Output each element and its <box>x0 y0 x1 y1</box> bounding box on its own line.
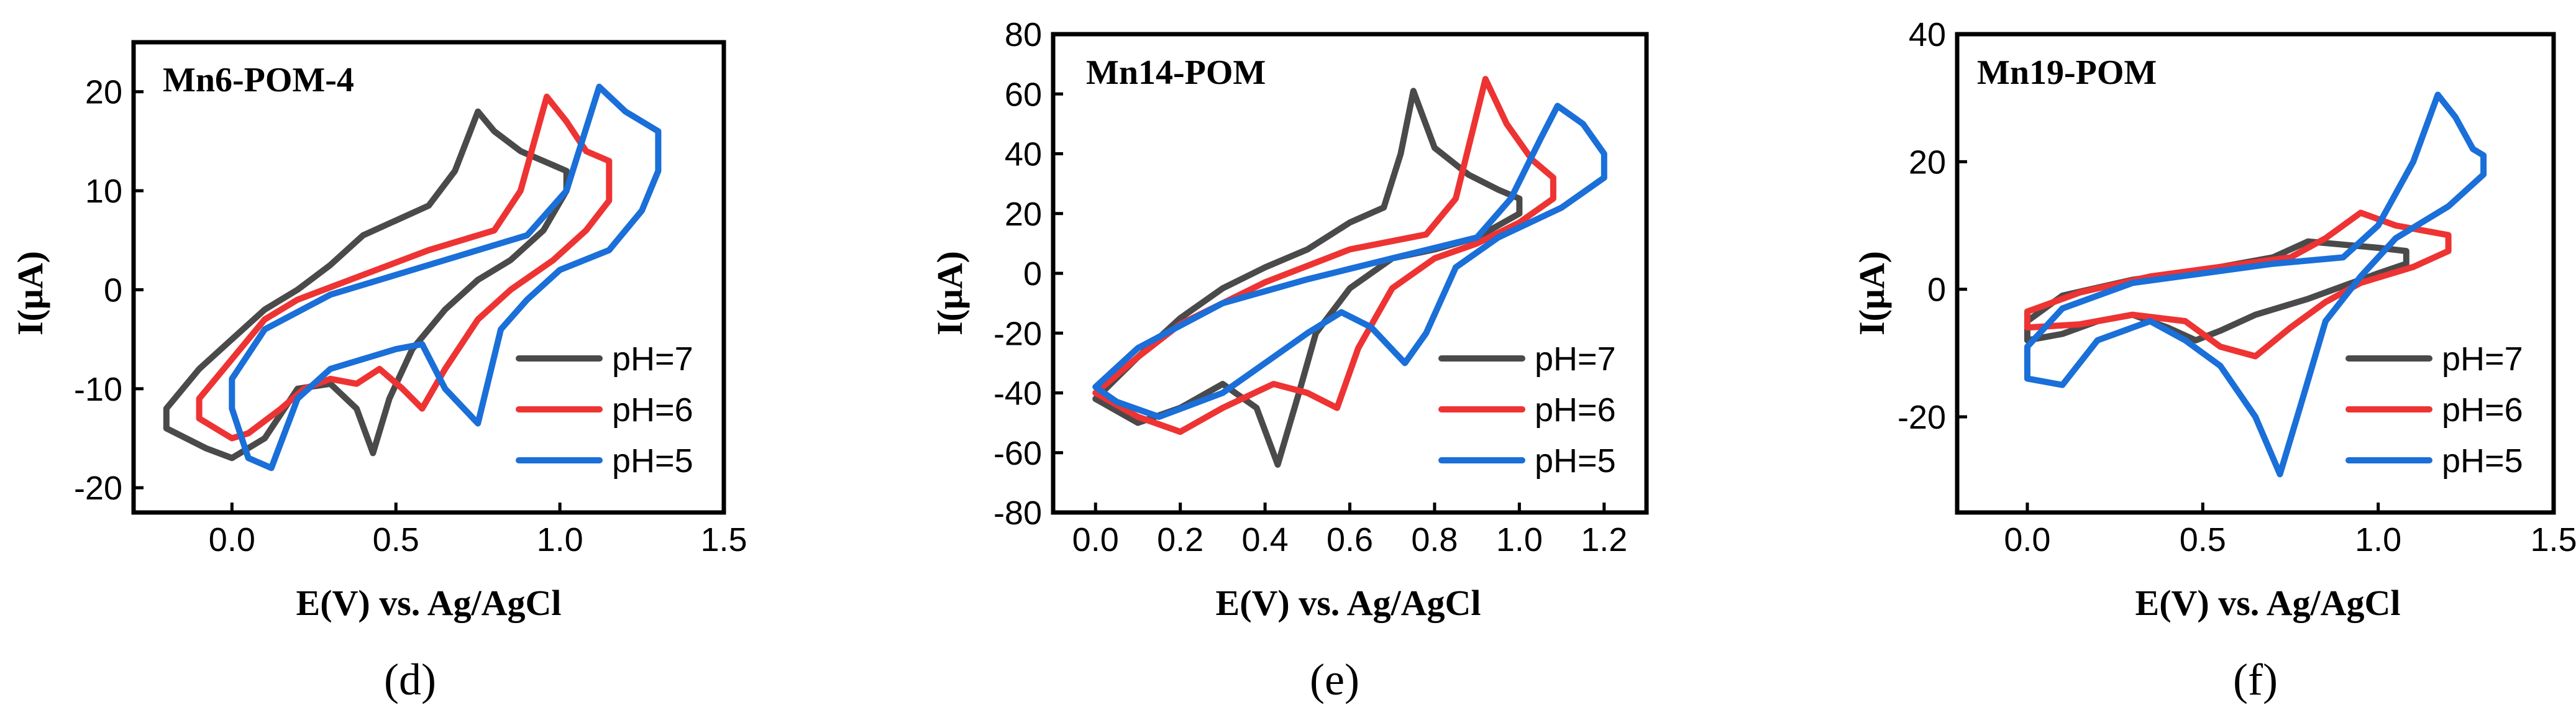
series-line-pH6-panel-d <box>196 93 613 442</box>
panel-e: Mn14-POM E(V) vs. Ag/AgCl I(μA) (e) 0.0 0… <box>929 16 1649 704</box>
y-tick-label-f: 20 <box>1909 143 1946 181</box>
y-tick-label-e: -20 <box>993 315 1042 352</box>
legend-label-e: pH=6 <box>1535 391 1616 429</box>
y-tick-label-d: 0 <box>104 271 122 309</box>
panel-e-ylabel: I(μA) <box>929 251 970 335</box>
legend-label-d: pH=5 <box>612 442 693 480</box>
panel-e-title: Mn14-POM <box>1086 53 1266 92</box>
panel-f: Mn19-POM E(V) vs. Ag/AgCl I(μA) (f) 0.0 0… <box>1852 16 2576 704</box>
series-line-pH7-panel-e <box>1092 88 1523 468</box>
y-tick-label-d: -10 <box>74 371 122 408</box>
series-line-pH5-panel-e <box>1092 102 1607 420</box>
x-tick-label-f: 0.5 <box>2180 521 2226 558</box>
panel-d: Mn6-POM-4 E(V) vs. Ag/AgCl I(μA) (d) 0.0… <box>10 40 747 704</box>
y-tick-label-e: -40 <box>993 375 1042 412</box>
panel-f-ylabel: I(μA) <box>1852 251 1892 335</box>
y-tick-label-d: 20 <box>85 74 122 111</box>
x-tick-label-e: 1.0 <box>1496 521 1543 558</box>
panel-d-title: Mn6-POM-4 <box>163 61 354 99</box>
legend-label-e: pH=7 <box>1535 340 1616 378</box>
plot-frame-d <box>131 40 726 515</box>
panel-d-xlabel: E(V) vs. Ag/AgCl <box>296 583 562 623</box>
panel-f-title: Mn19-POM <box>1977 53 2157 92</box>
series-line-pH6-panel-f <box>2024 209 2452 360</box>
series-line-pH5-panel-d <box>229 83 662 471</box>
series-line-pH6-panel-e <box>1092 76 1556 435</box>
x-tick-label-e: 0.4 <box>1242 521 1289 558</box>
legend-label-f: pH=5 <box>2442 442 2523 480</box>
x-tick-label-f: 1.0 <box>2355 521 2401 558</box>
legend-label-e: pH=5 <box>1535 442 1616 480</box>
panel-f-xlabel: E(V) vs. Ag/AgCl <box>2135 583 2401 623</box>
plot-frame-f <box>1955 32 2556 515</box>
y-tick-label-e: -60 <box>993 435 1042 472</box>
y-tick-label-e: 40 <box>1005 136 1042 173</box>
series-line-pH5-panel-f <box>2024 91 2487 478</box>
y-tick-label-d: 10 <box>85 173 122 210</box>
legend-label-d: pH=6 <box>612 391 693 429</box>
x-tick-label-e: 1.2 <box>1581 521 1627 558</box>
y-tick-label-f: 0 <box>1927 271 1946 309</box>
x-tick-label-f: 1.5 <box>2530 521 2576 558</box>
series-line-pH7-panel-d <box>163 108 570 462</box>
y-tick-label-e: 0 <box>1023 255 1042 293</box>
x-tick-label-e: 0.8 <box>1411 521 1458 558</box>
legend-label-f: pH=6 <box>2442 391 2523 429</box>
panel-e-caption: (e) <box>1310 655 1359 704</box>
x-tick-label-f: 0.0 <box>2004 521 2050 558</box>
x-tick-label-d: 1.5 <box>700 521 747 558</box>
x-tick-label-d: 1.0 <box>537 521 583 558</box>
y-tick-label-e: 20 <box>1005 196 1042 233</box>
y-tick-label-f: -20 <box>1898 399 1946 436</box>
panel-d-caption: (d) <box>384 655 436 704</box>
y-tick-label-f: 40 <box>1909 16 1946 53</box>
x-tick-label-e: 0.2 <box>1157 521 1204 558</box>
x-tick-label-e: 0.6 <box>1327 521 1373 558</box>
x-tick-label-e: 0.0 <box>1072 521 1119 558</box>
legend-label-d: pH=7 <box>612 340 693 378</box>
legend-label-f: pH=7 <box>2442 340 2523 378</box>
panel-f-caption: (f) <box>2233 655 2278 704</box>
x-tick-label-d: 0.0 <box>209 521 255 558</box>
y-tick-label-e: 60 <box>1005 76 1042 113</box>
panel-d-ylabel: I(μA) <box>10 251 50 335</box>
y-tick-label-d: -20 <box>74 470 122 507</box>
panel-e-xlabel: E(V) vs. Ag/AgCl <box>1216 583 1481 623</box>
y-tick-label-e: 80 <box>1005 16 1042 53</box>
x-tick-label-d: 0.5 <box>373 521 419 558</box>
y-tick-label-e: -80 <box>993 494 1042 532</box>
